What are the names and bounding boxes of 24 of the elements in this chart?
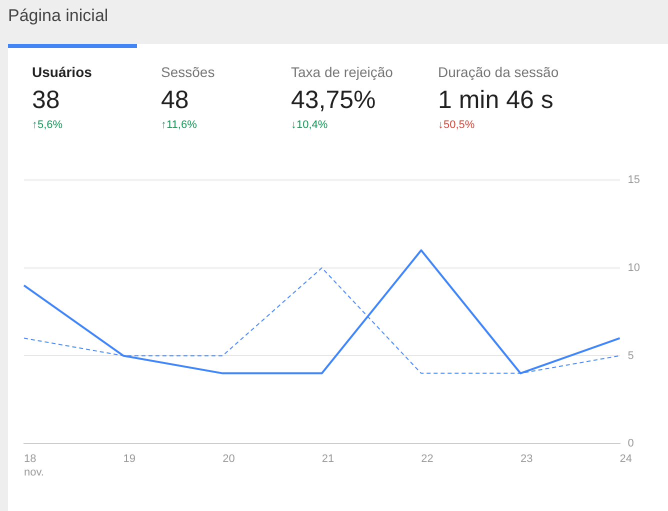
text: Usuários xyxy=(32,64,92,80)
text: ↑11,6% xyxy=(161,119,198,131)
y-tick-label: 0 xyxy=(628,438,634,450)
text: 48 xyxy=(161,86,190,115)
x-tick-label: 20 xyxy=(222,453,235,466)
text: ↓10,4% xyxy=(291,119,329,131)
text: 1 min 46 s xyxy=(438,86,554,115)
text: Sessões xyxy=(161,64,215,80)
x-tick-label: 21 xyxy=(322,453,334,466)
text: Taxa de rejeição xyxy=(291,64,393,80)
text: 43,75% xyxy=(291,86,377,115)
y-tick-label: 15 xyxy=(628,174,640,186)
text: Página inicial xyxy=(8,6,108,26)
x-tick-label: 23 xyxy=(520,453,533,466)
text: 38 xyxy=(32,86,61,115)
text: ↑5,6% xyxy=(32,119,64,131)
x-tick-label: 18 nov. xyxy=(24,453,44,478)
x-tick-label: 19 xyxy=(123,453,136,466)
text: Duração da sessão xyxy=(438,64,559,80)
text: ↓50,5% xyxy=(438,119,476,131)
y-tick-label: 10 xyxy=(628,262,640,274)
x-tick-label: 22 xyxy=(421,453,434,466)
x-tick-label: 24 xyxy=(620,453,632,466)
y-tick-label: 5 xyxy=(628,350,634,362)
